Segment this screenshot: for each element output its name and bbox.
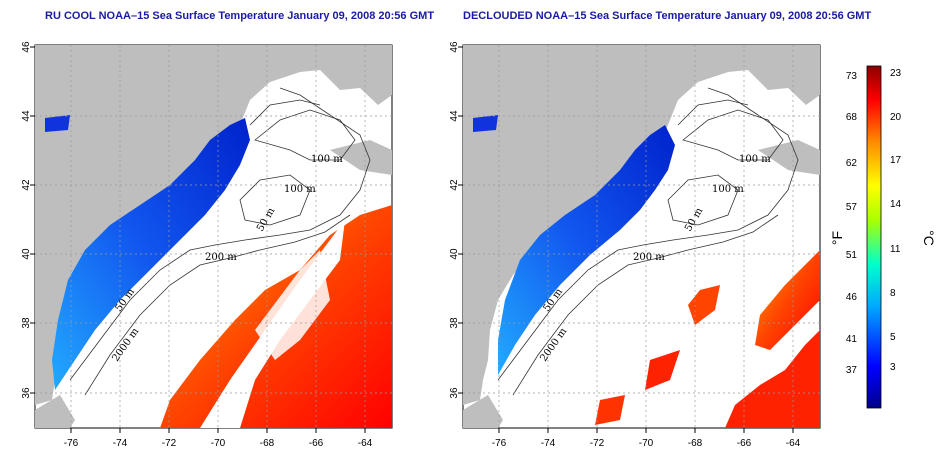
right-lon-tick: -66 [737, 438, 752, 449]
left-lat-tick: 44 [21, 110, 32, 122]
colorbar-f-tick: 46 [846, 292, 858, 303]
colorbar-c-tick: 8 [890, 288, 896, 299]
right-contour-label-1: 100 m [739, 154, 771, 165]
right-contour-label-4: 200 m [633, 252, 665, 263]
colorbar-c-tick: 17 [890, 155, 902, 166]
right-lon-tick: -76 [492, 438, 507, 449]
left-lat-tick: 36 [21, 387, 32, 399]
left-lon-tick: -68 [260, 438, 275, 449]
colorbar-f-tick: 51 [846, 250, 858, 261]
left-contour-label-2: 100 m [284, 184, 316, 195]
left-lat-tick: 42 [21, 179, 32, 191]
right-cool-water [498, 125, 675, 375]
left-lon-tick: -74 [113, 438, 128, 449]
right-lon-tick: -68 [688, 438, 703, 449]
colorbar: 73 68 62 57 51 46 41 37 23 20 17 14 11 8… [829, 65, 937, 409]
right-lat-tick: 46 [449, 41, 460, 53]
colorbar-c-tick: 11 [890, 244, 901, 255]
right-lat-tick: 42 [449, 179, 460, 191]
right-lon-tick: -70 [639, 438, 654, 449]
colorbar-c-tick: 20 [890, 112, 902, 123]
left-land [35, 45, 392, 405]
colorbar-f-tick: 73 [846, 71, 858, 82]
right-lat-tick: 36 [449, 387, 460, 399]
left-map-title: RU COOL NOAA–15 Sea Surface Temperature … [45, 10, 435, 22]
colorbar-gradient [866, 65, 882, 409]
colorbar-c-tick: 5 [890, 332, 896, 343]
left-lon-tick: -64 [358, 438, 373, 449]
right-lon-tick: -74 [541, 438, 556, 449]
right-map-title: DECLOUDED NOAA–15 Sea Surface Temperatur… [463, 10, 872, 22]
colorbar-f-tick: 57 [846, 202, 858, 213]
colorbar-c-tick: 3 [890, 362, 896, 373]
right-warm-water [755, 250, 820, 350]
colorbar-f-tick: 41 [846, 334, 858, 345]
colorbar-celsius-label: °C [921, 230, 937, 246]
colorbar-f-tick: 62 [846, 158, 858, 169]
left-lat-tick: 40 [21, 248, 32, 260]
left-lon-tick: -72 [162, 438, 177, 449]
left-lon-tick: -76 [64, 438, 79, 449]
right-map: 100 m 100 m 50 m 200 m 50 m 2000 m -76 -… [449, 41, 821, 449]
left-lon-tick: -66 [309, 438, 324, 449]
left-lat-tick: 46 [21, 41, 32, 53]
right-land [463, 45, 820, 405]
left-contour-label-4: 200 m [205, 252, 237, 263]
right-lon-tick: -72 [590, 438, 605, 449]
left-lon-tick: -70 [211, 438, 226, 449]
right-contour-label-2: 100 m [712, 184, 744, 195]
right-lon-tick: -64 [786, 438, 801, 449]
left-map: 100 m 100 m 50 m 200 m 50 m 2000 m -76 -… [21, 41, 393, 449]
colorbar-fahrenheit-label: °F [829, 231, 845, 245]
colorbar-c-tick: 14 [890, 199, 902, 210]
right-lat-tick: 40 [449, 248, 460, 260]
left-lat-tick: 38 [21, 317, 32, 329]
colorbar-c-tick: 23 [890, 68, 902, 79]
right-lat-tick: 38 [449, 317, 460, 329]
right-lat-tick: 44 [449, 110, 460, 122]
left-contour-label-1: 100 m [311, 154, 343, 165]
colorbar-f-tick: 68 [846, 112, 858, 123]
colorbar-f-tick: 37 [846, 365, 858, 376]
